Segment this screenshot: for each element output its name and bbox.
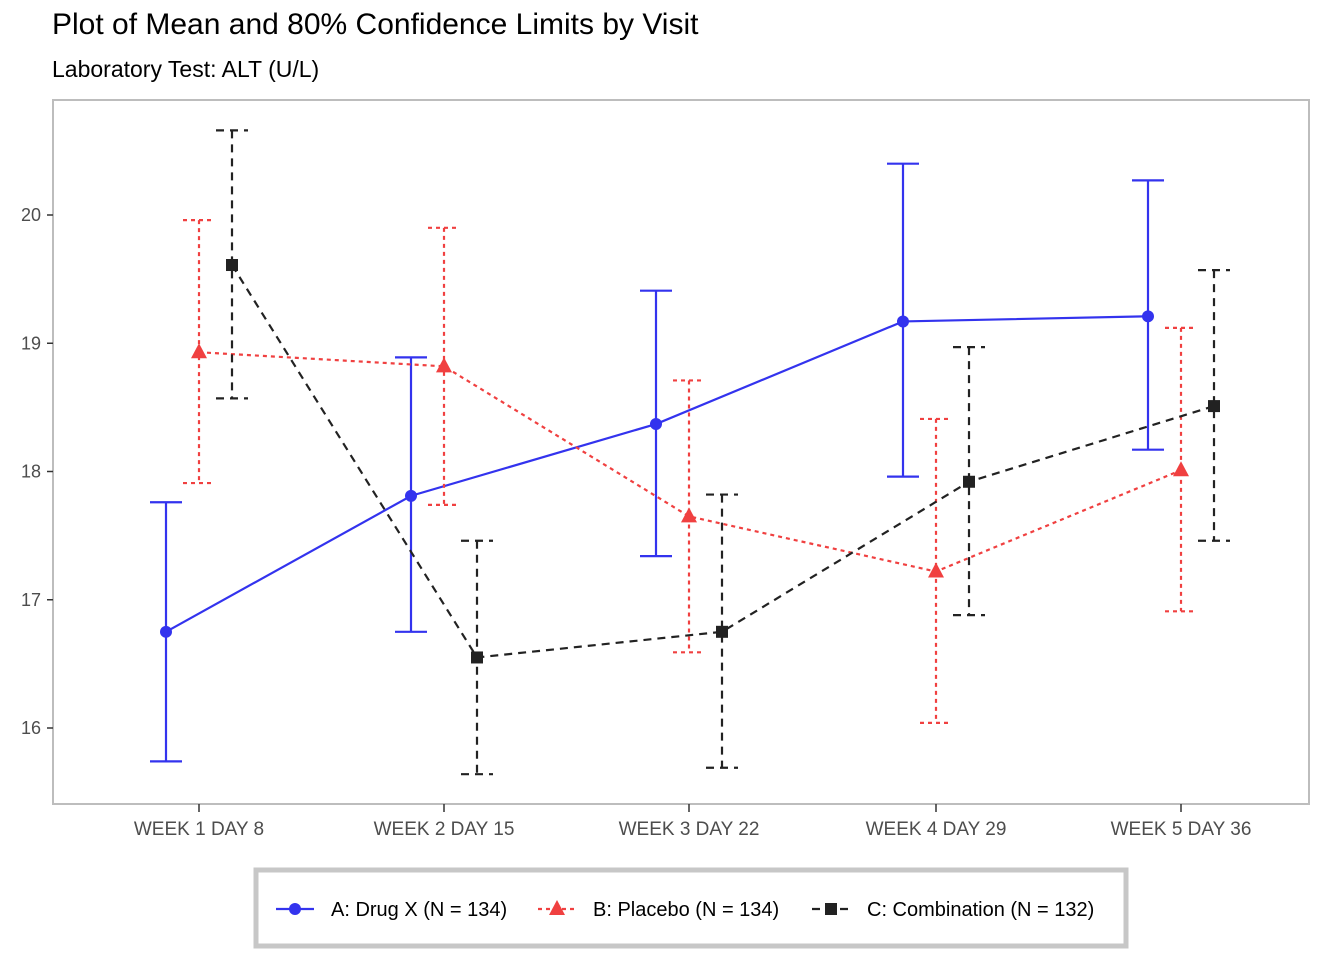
chart-title: Plot of Mean and 80% Confidence Limits b… (52, 8, 699, 41)
y-axis: 16 17 18 19 20 (21, 205, 53, 738)
error-bar (953, 345, 985, 617)
data-point (1208, 400, 1220, 413)
y-tick-label: 19 (21, 333, 41, 353)
y-tick-label: 17 (21, 590, 41, 610)
x-tick-label: WEEK 5 DAY 36 (1111, 819, 1252, 840)
x-tick-label: WEEK 4 DAY 29 (866, 819, 1007, 840)
data-point (681, 507, 697, 523)
data-point (405, 489, 417, 502)
data-point (963, 475, 975, 488)
error-bar (216, 129, 248, 400)
data-point (160, 625, 172, 638)
data-point (226, 259, 238, 272)
x-tick-label: WEEK 3 DAY 22 (619, 819, 760, 840)
y-tick-label: 20 (21, 205, 41, 225)
data-point (1173, 461, 1189, 477)
data-point (928, 562, 944, 578)
error-bar (1165, 326, 1197, 613)
series-layer (150, 129, 1230, 776)
legend: A: Drug X (N = 134) B: Placebo (N = 134) C… (253, 867, 1129, 949)
legend-item: C: Combination (N = 132) (812, 899, 1094, 921)
error-bar (1198, 269, 1230, 542)
legend-label: B: Placebo (N = 134) (593, 899, 779, 921)
x-tick-label: WEEK 1 DAY 8 (134, 819, 264, 840)
legend-label: C: Combination (N = 132) (867, 899, 1094, 921)
legend-item: B: Placebo (N = 134) (538, 899, 779, 921)
legend-item: A: Drug X (N = 134) (276, 899, 507, 921)
legend-key-marker (825, 903, 837, 915)
data-point (716, 625, 728, 638)
series-2 (183, 219, 1197, 724)
error-bar (673, 379, 705, 654)
legend-key-marker (549, 900, 565, 915)
data-point (650, 418, 662, 431)
x-tick-label: WEEK 2 DAY 15 (374, 819, 515, 840)
data-point (191, 343, 207, 359)
y-tick-label: 18 (21, 462, 41, 482)
legend-label: A: Drug X (N = 134) (331, 899, 507, 921)
error-bar (920, 417, 952, 724)
data-point (1142, 310, 1154, 323)
y-tick-label: 16 (21, 718, 41, 738)
series-line (198, 351, 1182, 573)
data-point (471, 651, 483, 664)
legend-key-marker (289, 903, 301, 915)
data-point (897, 315, 909, 328)
series-line (231, 264, 1215, 659)
error-bar (706, 493, 738, 769)
x-axis: WEEK 1 DAY 8 WEEK 2 DAY 15 WEEK 3 DAY 22 WE… (134, 804, 1252, 840)
chart-subtitle: Laboratory Test: ALT (U/L) (52, 56, 320, 82)
panel-border (52, 99, 1310, 805)
series-1 (150, 162, 1164, 763)
legend-box (253, 867, 1129, 949)
series-3 (216, 129, 1230, 776)
data-point (436, 357, 452, 373)
